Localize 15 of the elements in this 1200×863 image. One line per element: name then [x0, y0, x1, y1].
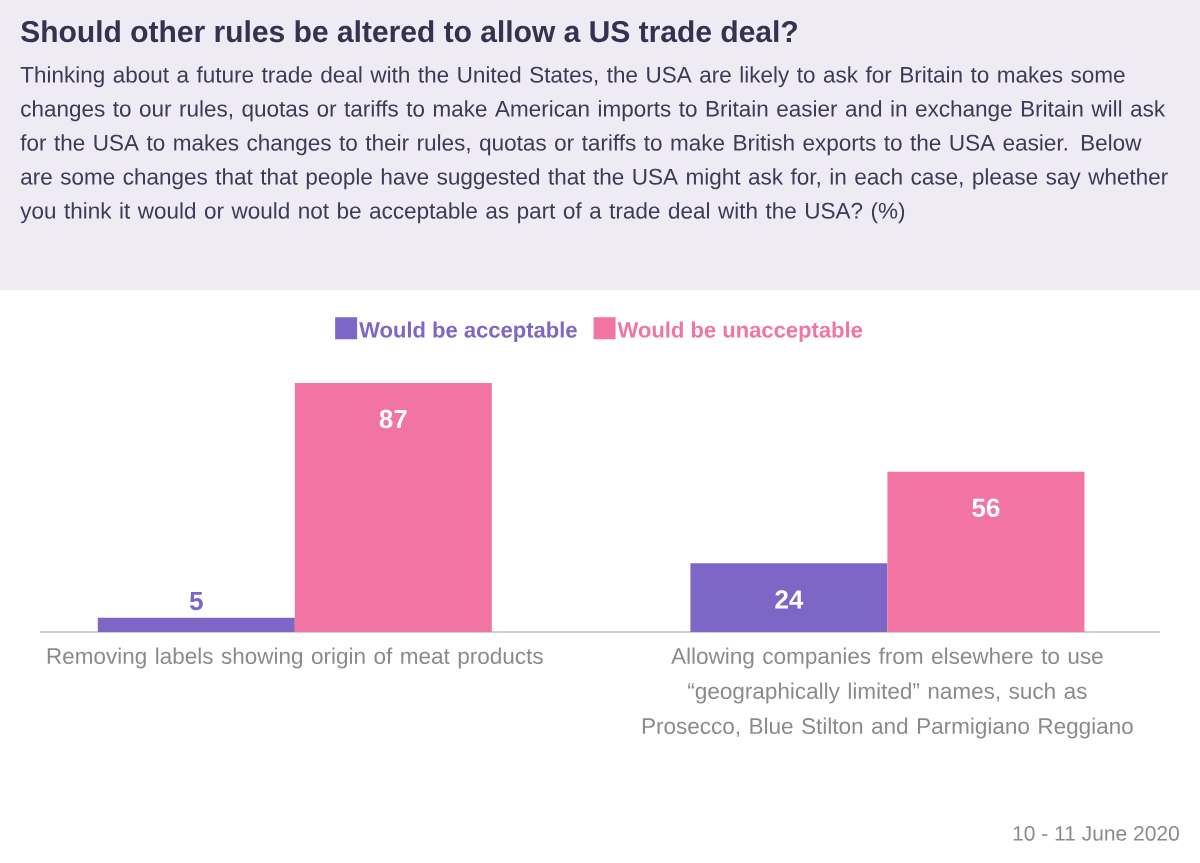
legend-label: Would be acceptable: [359, 321, 577, 343]
bar: [887, 471, 1085, 632]
data-label: 24: [775, 590, 804, 609]
bar: [690, 563, 888, 632]
chart-subtitle: Thinking about a future trade deal with the United States, the USA are likely to ask for Britain to makes some changes to our rules, quotas or tariffs to make American imports to Britain easier and in exchange Britain will ask for the USA to makes changes to their rules, quotas or tariffs to make British exports to the USA easier. Below are some changes that that people have suggested that the USA might ask for, in each case, please say whether you think it would or would not be acceptable as part of a trade deal with the USA? (%): [20, 66, 1168, 224]
x-tick-label: Removing labels showing origin of meat products: [47, 647, 543, 669]
x-tick-label: Allowing companies from elsewhere to use “geographically limited” names, such as Prosecco, Blue Stilton and Parmigiano Reggiano: [642, 647, 1133, 739]
data-label: 56: [972, 498, 1000, 517]
text: 10 - 11 June 2020: [1013, 825, 1179, 841]
bar: [294, 383, 492, 632]
chart-title: Should other rules be altered to allow a US trade deal?: [21, 20, 797, 43]
bar: [97, 617, 295, 632]
data-label: 5: [189, 592, 203, 611]
data-label: 87: [379, 409, 407, 429]
legend-label: Would be unacceptable: [617, 321, 863, 343]
